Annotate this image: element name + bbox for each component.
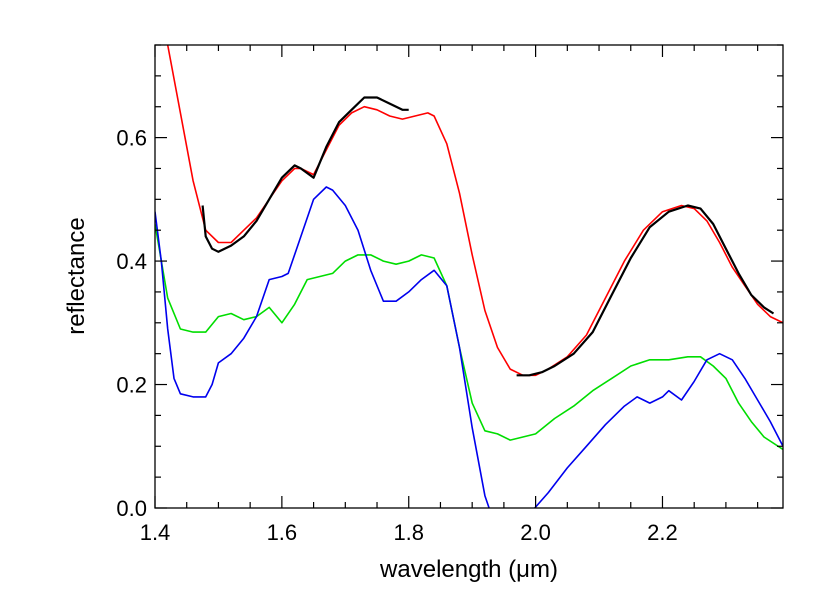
x-axis-title: wavelength (μm) xyxy=(379,556,558,583)
x-tick-label: 2.0 xyxy=(520,520,551,545)
series-line-4 xyxy=(155,186,490,508)
y-tick-label: 0.4 xyxy=(116,249,147,274)
series-line-5 xyxy=(533,352,783,508)
y-tick-label: 0.6 xyxy=(116,126,147,151)
series-layer xyxy=(155,45,783,508)
x-tick-label: 2.2 xyxy=(647,520,678,545)
y-tick-label: 0.2 xyxy=(116,373,147,398)
x-tick-label: 1.8 xyxy=(393,520,424,545)
x-tick-label: 1.6 xyxy=(267,520,298,545)
y-tick-label: 0.0 xyxy=(116,496,147,521)
ticks-layer: 1.4 1.6 1.8 2.0 2.2 0.0 0.2 0.4 0.6 xyxy=(116,44,783,545)
series-line-1 xyxy=(201,96,409,253)
x-tick-label: 1.4 xyxy=(140,520,171,545)
series-line-2 xyxy=(516,204,775,377)
plot-frame xyxy=(154,44,784,509)
series-line-0 xyxy=(166,45,783,377)
y-axis-title: reflectance xyxy=(63,217,90,334)
series-line-3 xyxy=(155,223,783,451)
